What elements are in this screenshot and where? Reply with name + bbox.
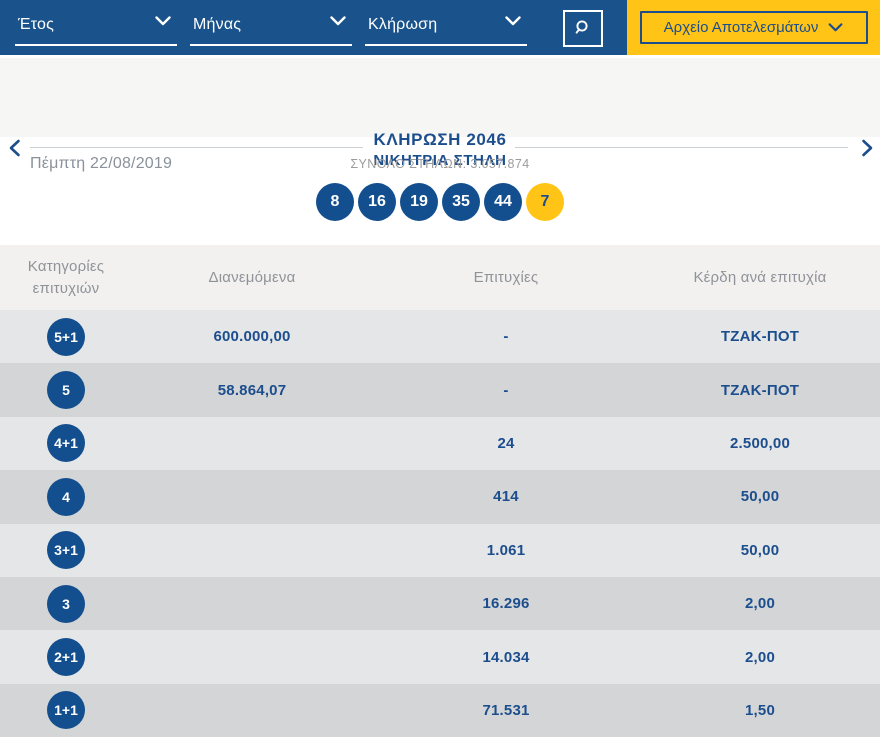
joker-number-ball: 7 [526,183,564,221]
header-category: Κατηγορίες επιτυχιών [11,256,121,300]
table-row: 1+1 71.531 1,50 [0,684,880,737]
year-dropdown-label: Έτος [18,16,54,34]
distributed-cell [132,524,372,577]
chevron-down-icon [828,23,843,32]
chevron-down-icon [330,16,346,26]
table-row: 4 414 50,00 [0,470,880,523]
distributed-cell [132,417,372,470]
header-prize: Κέρδη ανά επιτυχία [640,245,880,310]
category-badge: 2+1 [47,638,85,676]
winning-numbers: 8 16 19 35 44 7 [0,183,880,221]
category-badge: 1+1 [47,691,85,729]
results-table-body: 5+1 600.000,00 - ΤΖΑΚ-ΠΟΤ 5 58.864,07 - … [0,310,880,737]
prize-cell: 50,00 [640,470,880,523]
results-table-header: Κατηγορίες επιτυχιών Διανεμόμενα Επιτυχί… [0,245,880,310]
winning-number-ball: 35 [442,183,480,221]
table-row: 4+1 24 2.500,00 [0,417,880,470]
archive-zone: Αρχείο Αποτελεσμάτων [627,0,880,55]
total-columns-label: ΣΥΝΟΛΟ ΣΤΗΛΩΝ: 3.057.874 [0,157,880,171]
prize-cell: 50,00 [640,524,880,577]
winners-cell: 71.531 [372,684,640,737]
distributed-cell [132,470,372,523]
results-archive-button[interactable]: Αρχείο Αποτελεσμάτων [640,11,868,44]
year-dropdown[interactable]: Έτος [15,12,177,46]
results-table: Κατηγορίες επιτυχιών Διανεμόμενα Επιτυχί… [0,245,880,737]
filter-bar: Έτος Μήνας Κλήρωση Αρχείο Αποτελεσμάτων [0,0,880,55]
winners-cell: - [372,310,640,363]
prize-cell: ΤΖΑΚ-ΠΟΤ [640,310,880,363]
category-badge: 4 [47,478,85,516]
search-button[interactable] [563,10,603,47]
winning-number-ball: 16 [358,183,396,221]
chevron-down-icon [155,16,171,26]
distributed-cell [132,577,372,630]
header-divider-right [515,147,848,148]
category-badge: 3 [47,585,85,623]
category-badge: 5+1 [47,318,85,356]
table-row: 3+1 1.061 50,00 [0,524,880,577]
category-badge: 4+1 [47,424,85,462]
prize-cell: 2,00 [640,630,880,683]
month-dropdown[interactable]: Μήνας [190,12,352,46]
draw-title-block: ΚΛΗΡΩΣΗ 2046 ΣΥΝΟΛΟ ΣΤΗΛΩΝ: 3.057.874 [0,130,880,171]
draw-dropdown-label: Κλήρωση [368,16,437,34]
search-icon [572,17,594,39]
distributed-cell: 600.000,00 [132,310,372,363]
category-badge: 5 [47,371,85,409]
distributed-cell [132,684,372,737]
prize-cell: 2,00 [640,577,880,630]
winners-cell: 1.061 [372,524,640,577]
distributed-cell: 58.864,07 [132,363,372,416]
prize-cell: ΤΖΑΚ-ΠΟΤ [640,363,880,416]
winners-cell: 16.296 [372,577,640,630]
winners-cell: 14.034 [372,630,640,683]
prize-cell: 1,50 [640,684,880,737]
table-row: 2+1 14.034 2,00 [0,630,880,683]
draw-header: Πέμπτη 22/08/2019 ΚΛΗΡΩΣΗ 2046 ΣΥΝΟΛΟ ΣΤ… [0,58,880,137]
month-dropdown-label: Μήνας [193,16,241,34]
table-row: 5+1 600.000,00 - ΤΖΑΚ-ΠΟΤ [0,310,880,363]
winners-cell: 24 [372,417,640,470]
winning-number-ball: 44 [484,183,522,221]
next-draw-button[interactable] [861,139,874,157]
joker-draw-results-page: Έτος Μήνας Κλήρωση Αρχείο Αποτελεσμάτων [0,0,880,737]
winning-number-ball: 19 [400,183,438,221]
winning-number-ball: 8 [316,183,354,221]
category-badge: 3+1 [47,531,85,569]
distributed-cell [132,630,372,683]
winners-cell: 414 [372,470,640,523]
table-row: 5 58.864,07 - ΤΖΑΚ-ΠΟΤ [0,363,880,416]
prize-cell: 2.500,00 [640,417,880,470]
filter-bar-left: Έτος Μήνας Κλήρωση [0,0,627,55]
results-archive-label: Αρχείο Αποτελεσμάτων [664,19,819,36]
chevron-down-icon [505,16,521,26]
draw-dropdown[interactable]: Κλήρωση [365,12,527,46]
header-winners: Επιτυχίες [372,245,640,310]
header-distributed: Διανεμόμενα [132,245,372,310]
table-row: 3 16.296 2,00 [0,577,880,630]
winners-cell: - [372,363,640,416]
